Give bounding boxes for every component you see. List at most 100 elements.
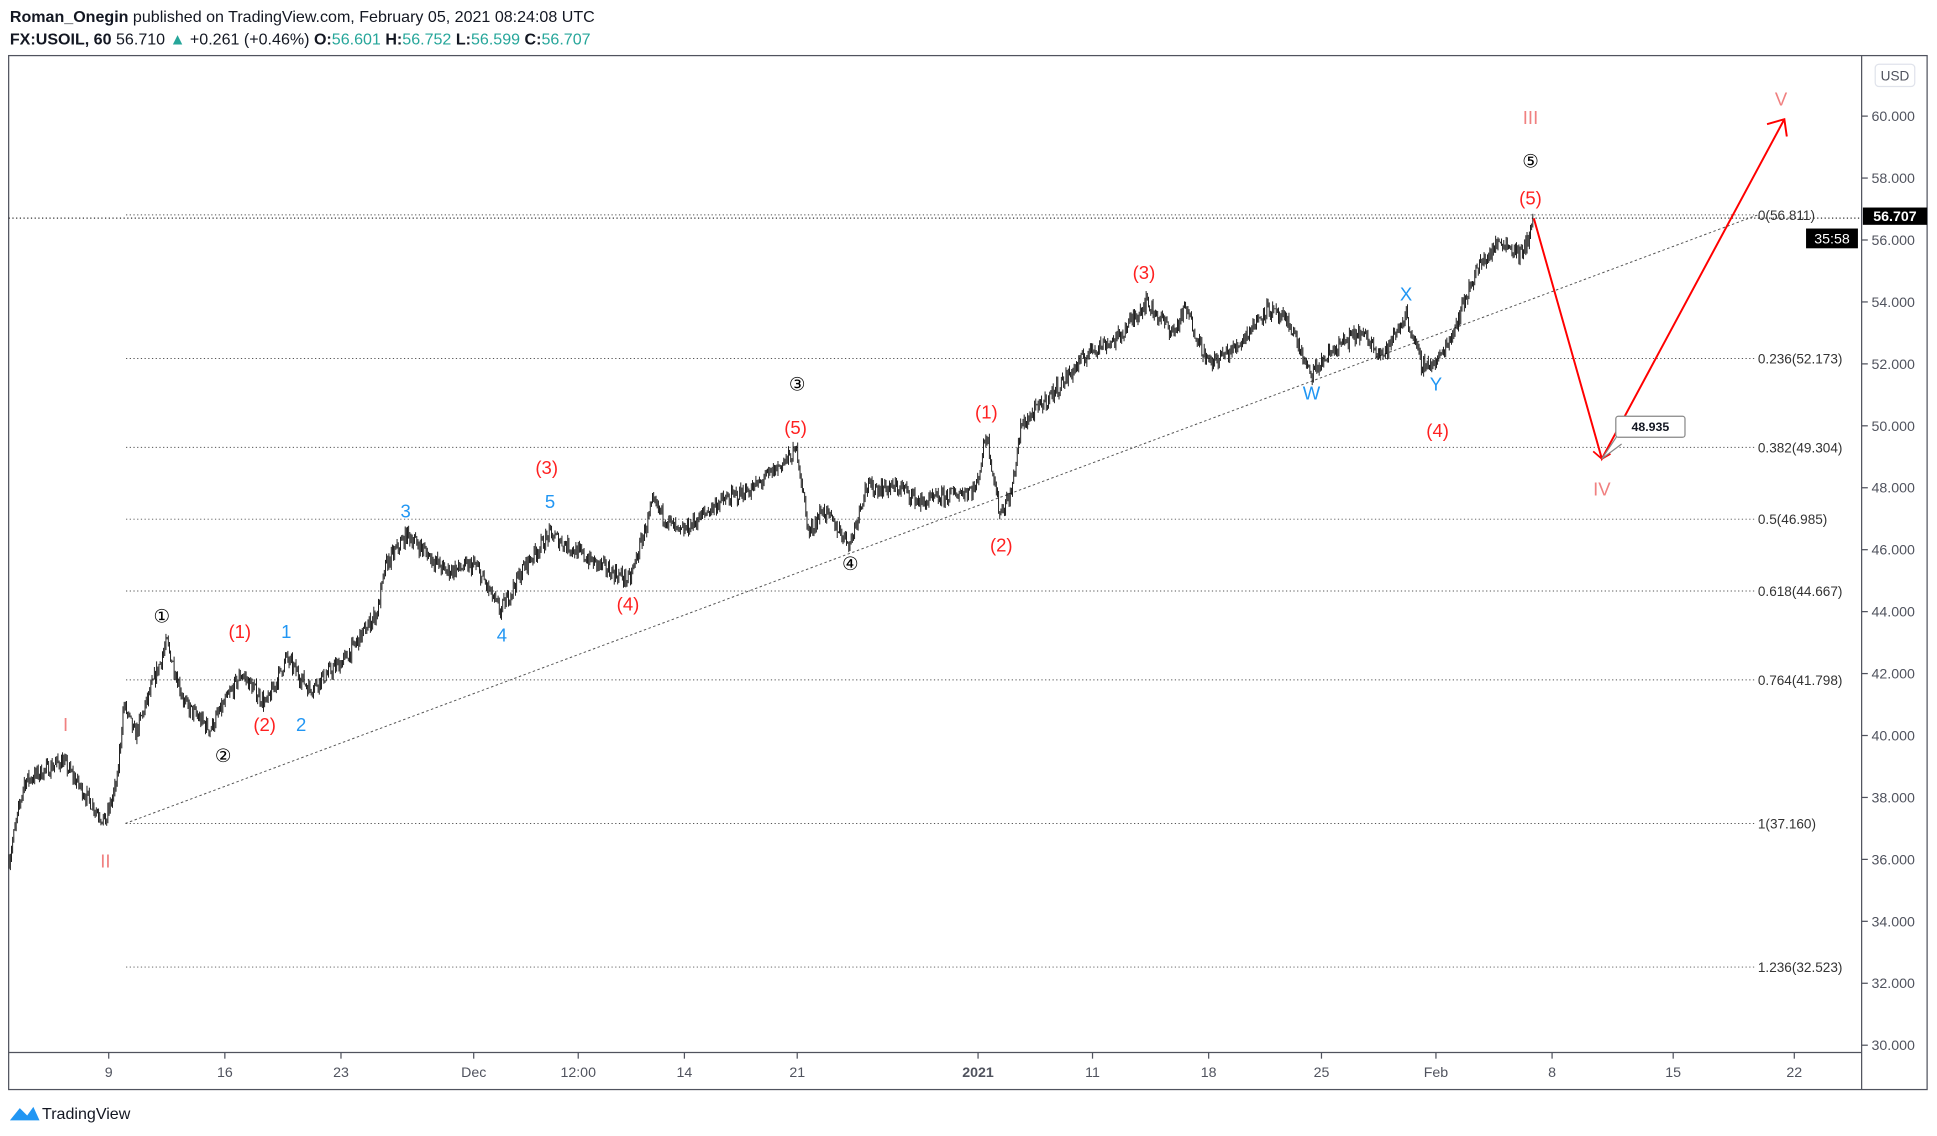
publish-info: published on TradingView.com, February 0…: [128, 8, 594, 26]
time-tick-label: 12:00: [560, 1065, 596, 1081]
price-tick-label: 46.000: [1872, 543, 1916, 559]
change: +0.261 (+0.46%): [190, 30, 310, 48]
wave-label: ④: [842, 553, 859, 574]
time-tick-label: 2021: [962, 1065, 994, 1081]
price-tick-label: 32.000: [1872, 976, 1916, 992]
wave-label: ③: [789, 373, 806, 394]
wave-label: (4): [617, 593, 640, 614]
high-value: 56.752: [402, 30, 451, 48]
price-tick-label: 48.000: [1872, 481, 1916, 497]
tradingview-logo[interactable]: TradingView: [9, 1105, 131, 1123]
wave-label: (3): [535, 457, 558, 478]
wave-label: 2: [296, 714, 306, 735]
price-axis[interactable]: 30.000 32.000 34.000 36.000 38.000 40.000 42.0…: [1861, 109, 1916, 1054]
price-tick-label: 56.000: [1872, 233, 1916, 249]
price-tick-label: 40.000: [1872, 728, 1916, 744]
wave-label: I: [63, 714, 68, 735]
time-tick-label: 23: [333, 1065, 349, 1081]
arrow-head-icon: [1766, 117, 1788, 137]
wave-label: II: [100, 850, 110, 871]
time-tick-label: Dec: [461, 1065, 486, 1081]
time-tick-label: 14: [677, 1065, 693, 1081]
price-tick-label: 30.000: [1872, 1038, 1916, 1054]
time-tick-label: Feb: [1424, 1065, 1449, 1081]
wave-label: 1: [281, 621, 291, 642]
currency-label: USD: [1881, 68, 1910, 83]
wave-label: (2): [253, 714, 276, 735]
fib-level-label: 0.382(49.304): [1758, 440, 1843, 455]
up-arrow-icon: ▲: [170, 30, 186, 48]
time-tick-label: 25: [1314, 1065, 1330, 1081]
fib-level-label: 0.236(52.173): [1758, 351, 1843, 366]
wave-label: 5: [545, 491, 555, 512]
projection-path: [1532, 118, 1786, 462]
fib-level-label: 0.764(41.798): [1758, 673, 1843, 688]
wave-label: ②: [215, 745, 232, 766]
currency-button[interactable]: USD: [1874, 63, 1916, 88]
fib-level-label: 1(37.160): [1758, 816, 1816, 831]
price-tick-label: 52.000: [1872, 357, 1916, 373]
time-tick-label: 22: [1786, 1065, 1802, 1081]
chart-frame: [8, 54, 1928, 1091]
wave-label: Y: [1430, 373, 1442, 394]
fib-level-label: 0.5(46.985): [1758, 512, 1827, 527]
bar-countdown: 35:58: [1814, 231, 1850, 247]
wave-label: (5): [1519, 188, 1542, 209]
open-label: O:: [314, 30, 332, 48]
wave-label: 3: [401, 500, 411, 521]
publish-line: Roman_Onegin published on TradingView.co…: [10, 8, 595, 26]
wave-label: X: [1400, 284, 1412, 305]
time-tick-label: 18: [1201, 1065, 1217, 1081]
time-tick-label: 8: [1548, 1065, 1556, 1081]
price-tick-label: 50.000: [1872, 419, 1916, 435]
price-tick-label: 54.000: [1872, 295, 1916, 311]
wave-label: (2): [990, 534, 1013, 555]
wave-label: (1): [228, 621, 251, 642]
wave-label: V: [1775, 89, 1788, 110]
time-axis[interactable]: 9 16 23 Dec 12:00 14 21 2021 11 18 25 Feb 8 15 22: [105, 1052, 1803, 1081]
last-price: 56.710: [116, 30, 165, 48]
target-callout-text: 48.935: [1632, 420, 1670, 434]
price-tick-label: 42.000: [1872, 667, 1916, 683]
wave-label: W: [1303, 383, 1321, 404]
time-tick-label: 15: [1665, 1065, 1681, 1081]
tradingview-logo-icon: [9, 1106, 40, 1121]
time-tick-label: 16: [217, 1065, 233, 1081]
wave-label: ⑤: [1522, 150, 1539, 171]
price-tick-label: 36.000: [1872, 852, 1916, 868]
time-tick-label: 21: [789, 1065, 805, 1081]
candles: [8, 213, 1534, 871]
symbol: FX:USOIL, 60: [10, 30, 112, 48]
target-callout: [1615, 415, 1686, 438]
author: Roman_Onegin: [10, 8, 129, 26]
open-value: 56.601: [332, 30, 381, 48]
wave-label: (3): [1133, 262, 1156, 283]
fib-level-label: 0(56.811): [1758, 208, 1815, 223]
wave-label: III: [1523, 107, 1538, 128]
price-tick-label: 60.000: [1872, 109, 1916, 125]
fib-level-label: 0.618(44.667): [1758, 584, 1843, 599]
target-callout-pointer: [1601, 436, 1622, 460]
time-tick-label: 9: [105, 1065, 113, 1081]
trendline: [125, 214, 1758, 824]
low-label: L:: [456, 30, 471, 48]
close-value: 56.707: [542, 30, 591, 48]
wave-label: (4): [1426, 420, 1449, 441]
high-label: H:: [385, 30, 402, 48]
tradingview-logo-text: TradingView: [42, 1105, 131, 1123]
fib-level-label: 1.236(32.523): [1758, 960, 1843, 975]
time-tick-label: 11: [1085, 1065, 1100, 1081]
price-tick-label: 38.000: [1872, 790, 1916, 806]
wave-label: ①: [154, 606, 171, 627]
wave-label: IV: [1593, 479, 1611, 500]
wave-label: (5): [784, 417, 807, 438]
last-price-tag-text: 56.707: [1873, 209, 1917, 225]
price-tick-label: 34.000: [1872, 914, 1916, 930]
low-value: 56.599: [471, 30, 520, 48]
last-price-tag: 56.707 35:58: [1806, 207, 1928, 249]
price-tick-label: 44.000: [1872, 605, 1916, 621]
close-label: C:: [525, 30, 542, 48]
price-tick-label: 58.000: [1872, 171, 1916, 187]
plot-area[interactable]: 0(56.811) 0.236(52.173) 0.382(49.304) 0.5(4…: [8, 89, 1862, 975]
